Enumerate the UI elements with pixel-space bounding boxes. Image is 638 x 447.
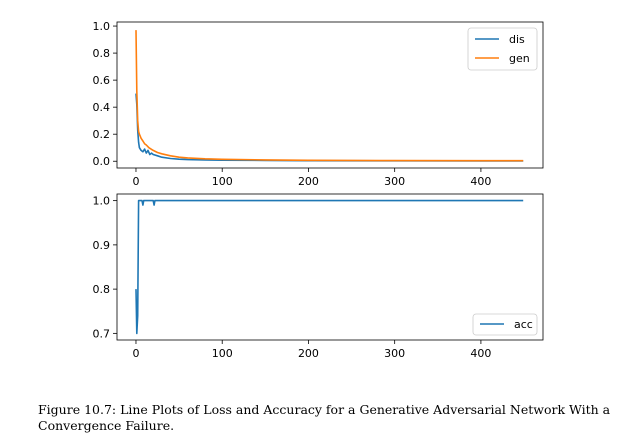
accuracy-x-tick-label: 100 [212, 347, 233, 360]
loss-y-tick-label: 0.0 [93, 155, 111, 168]
loss-y-tick-label: 1.0 [93, 20, 111, 33]
accuracy-x-tick-label: 300 [384, 347, 405, 360]
accuracy-x-tick-label: 200 [298, 347, 319, 360]
loss-y-tick-label: 0.6 [93, 74, 111, 87]
accuracy-legend: acc [472, 313, 538, 336]
dis-legend-label: dis [509, 33, 525, 46]
loss-x-tick-label: 200 [298, 175, 319, 188]
accuracy-y-tick-label: 0.7 [93, 327, 111, 340]
loss-y-tick-label: 0.4 [93, 101, 111, 114]
loss-x-tick-label: 300 [384, 175, 405, 188]
accuracy-plot-panel: 0.7 0.8 0.9 1.0 0 100 200 300 400 acc [93, 193, 544, 360]
loss-x-tick-label: 0 [132, 175, 139, 188]
accuracy-y-tick-label: 0.9 [93, 239, 111, 252]
accuracy-x-tick-label: 400 [470, 347, 491, 360]
accuracy-x-tick-label: 0 [132, 347, 139, 360]
loss-y-tick-label: 0.2 [93, 128, 111, 141]
accuracy-plot-frame [116, 193, 544, 341]
loss-y-tick-label: 0.8 [93, 47, 111, 60]
loss-legend: dis gen [467, 27, 538, 71]
acc-legend-label: acc [514, 318, 533, 331]
accuracy-y-tick-label: 0.8 [93, 283, 111, 296]
dis-series-line [135, 93, 524, 162]
figure-caption: Figure 10.7: Line Plots of Loss and Accu… [38, 402, 611, 433]
gen-legend-label: gen [509, 52, 530, 65]
figure: 0.0 0.2 0.4 0.6 0.8 1.0 0 100 200 300 400 dis gen… [93, 20, 544, 360]
accuracy-y-tick-label: 1.0 [93, 195, 111, 208]
accuracy-legend-box [472, 313, 538, 336]
loss-x-tick-label: 100 [212, 175, 233, 188]
loss-x-tick-label: 400 [470, 175, 491, 188]
loss-plot-panel: 0.0 0.2 0.4 0.6 0.8 1.0 0 100 200 300 400 dis gen [93, 20, 544, 188]
loss-plot-frame [116, 21, 544, 169]
gen-series-line [135, 30, 524, 162]
acc-series-line [135, 199, 524, 335]
